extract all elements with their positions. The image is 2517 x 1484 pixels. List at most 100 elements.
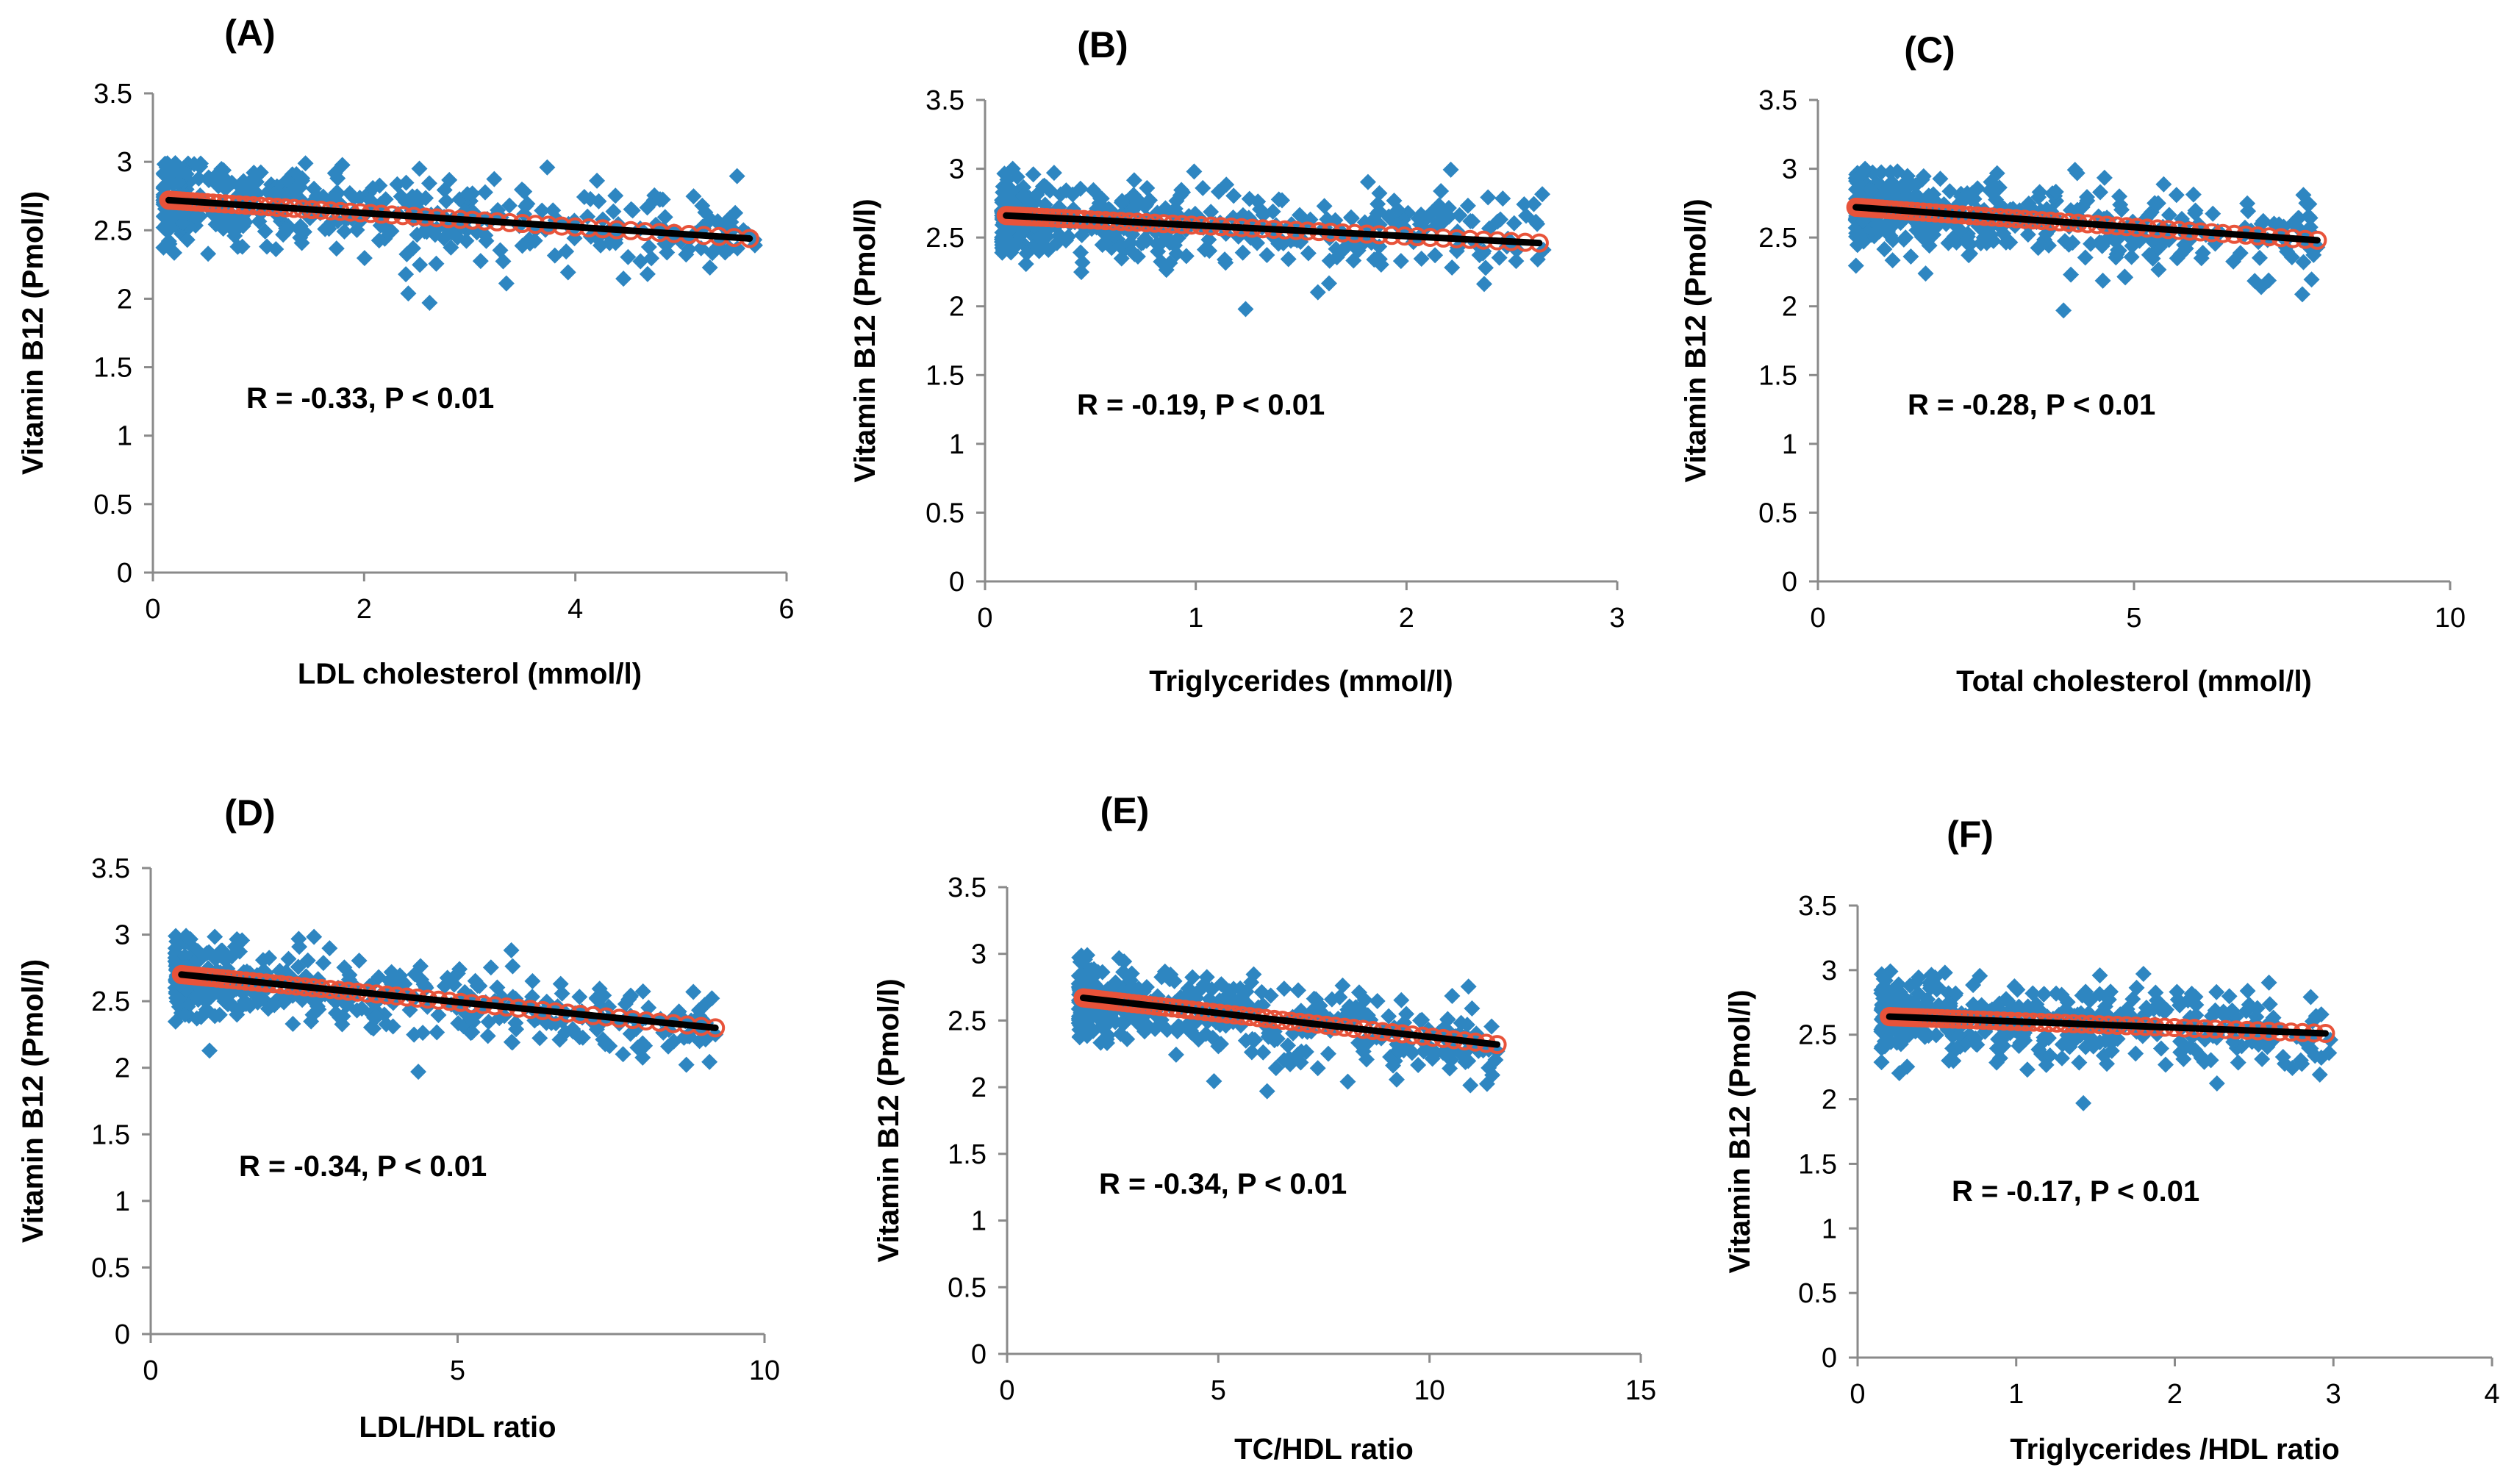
- x-tick-label: 2: [357, 594, 372, 625]
- data-point: [1308, 991, 1325, 1008]
- data-point: [156, 156, 173, 173]
- data-point: [356, 250, 373, 267]
- data-point: [1475, 276, 1492, 293]
- data-point: [2108, 232, 2125, 248]
- data-point: [366, 1009, 383, 1026]
- data-point: [1871, 218, 1888, 234]
- data-point: [293, 234, 310, 251]
- data-point: [1275, 981, 1292, 997]
- data-point: [306, 180, 323, 197]
- y-tick-label: 2.5: [1758, 223, 1797, 254]
- data-point: [370, 232, 387, 249]
- data-point: [351, 953, 368, 969]
- data-point: [215, 221, 232, 237]
- x-tick-label: 15: [1625, 1375, 1656, 1406]
- chart-panel-d: (D) 0 0.5 1 1.5 2 2.5 3 3.5 0 5 10 R = -0.34, P < 0.…: [17, 792, 780, 1444]
- y-tick-label: 2: [949, 292, 964, 323]
- data-point: [1125, 187, 1142, 204]
- data-point: [2144, 250, 2161, 267]
- data-point: [1258, 1083, 1275, 1100]
- data-point: [557, 1024, 574, 1041]
- data-point: [1280, 251, 1297, 268]
- data-point: [1347, 999, 1364, 1016]
- data-point: [2103, 1042, 2120, 1059]
- data-point: [1210, 1038, 1227, 1055]
- data-point: [176, 1006, 193, 1023]
- data-point: [1094, 964, 1111, 981]
- data-point: [2160, 207, 2177, 223]
- data-point: [1074, 254, 1091, 271]
- data-point: [415, 1025, 432, 1042]
- data-point: [1988, 191, 2005, 208]
- regression-line: [178, 971, 719, 1031]
- data-point: [2193, 1048, 2210, 1065]
- data-point: [201, 1042, 218, 1059]
- data-point: [1884, 252, 1901, 269]
- data-point: [443, 239, 459, 256]
- data-point: [1857, 160, 1874, 177]
- data-point: [1042, 182, 1059, 199]
- data-point: [2099, 1055, 2116, 1072]
- data-point: [1139, 179, 1156, 196]
- data-point: [691, 1033, 708, 1050]
- regression-line: [1003, 212, 1543, 247]
- y-tick-label: 1.5: [1798, 1149, 1837, 1180]
- y-tick-label: 1: [1782, 429, 1797, 460]
- data-point: [589, 172, 606, 189]
- correlation-annotation: R = -0.33, P < 0.01: [246, 382, 494, 415]
- data-point: [155, 239, 172, 256]
- data-point: [2260, 272, 2277, 289]
- data-point: [1225, 187, 1242, 204]
- y-tick-label: 3: [971, 939, 987, 970]
- data-point: [478, 232, 495, 249]
- data-point: [2239, 983, 2256, 1000]
- data-point: [597, 1036, 614, 1053]
- x-tick-label: 0: [145, 594, 160, 625]
- data-point: [1073, 244, 1089, 261]
- data-point: [268, 240, 284, 257]
- data-point: [1464, 1000, 1481, 1017]
- data-point: [2053, 1050, 2070, 1067]
- y-tick-label: 1: [949, 429, 964, 460]
- data-point: [1196, 241, 1213, 258]
- y-tick-label: 3: [117, 147, 132, 178]
- chart-panel-c: (C) 0 0.5 1 1.5 2 2.5 3 3.5 0 5 10 R = -0.28, P < 0.…: [1680, 29, 2466, 698]
- data-point: [2091, 986, 2108, 1003]
- data-point: [291, 939, 308, 956]
- data-point: [1958, 232, 1975, 248]
- data-point: [2084, 1031, 2101, 1048]
- data-point: [1358, 1051, 1375, 1068]
- data-point: [1462, 1077, 1479, 1094]
- data-point: [1442, 161, 1459, 178]
- x-axis-label: Triglycerides (mmol/l): [1149, 665, 1453, 698]
- data-point: [1238, 983, 1255, 1000]
- data-point: [290, 958, 307, 975]
- data-point: [1961, 247, 1977, 264]
- data-point: [1320, 1045, 1336, 1062]
- data-point: [479, 1028, 496, 1044]
- data-point: [2091, 967, 2108, 984]
- data-point: [2075, 1094, 2092, 1111]
- data-point: [1915, 168, 1932, 184]
- data-point: [1345, 252, 1362, 269]
- data-point: [2147, 195, 2163, 212]
- data-point: [2239, 195, 2256, 212]
- data-point: [2294, 286, 2310, 303]
- data-point: [1393, 992, 1410, 1008]
- data-point: [179, 232, 196, 248]
- data-point: [2169, 250, 2185, 267]
- data-point: [213, 161, 230, 178]
- data-point: [685, 983, 702, 1000]
- y-tick-label: 3: [1782, 154, 1797, 185]
- data-point: [1142, 192, 1159, 209]
- data-point: [1167, 1046, 1184, 1063]
- data-point: [1309, 284, 1326, 301]
- data-point: [409, 226, 426, 243]
- data-point: [2208, 1075, 2225, 1092]
- data-point: [1195, 179, 1211, 196]
- data-point: [2249, 1000, 2266, 1017]
- data-point: [1255, 1044, 1272, 1061]
- data-point: [2182, 1039, 2199, 1055]
- data-point: [1323, 991, 1340, 1008]
- panel-label: (B): [1077, 24, 1128, 65]
